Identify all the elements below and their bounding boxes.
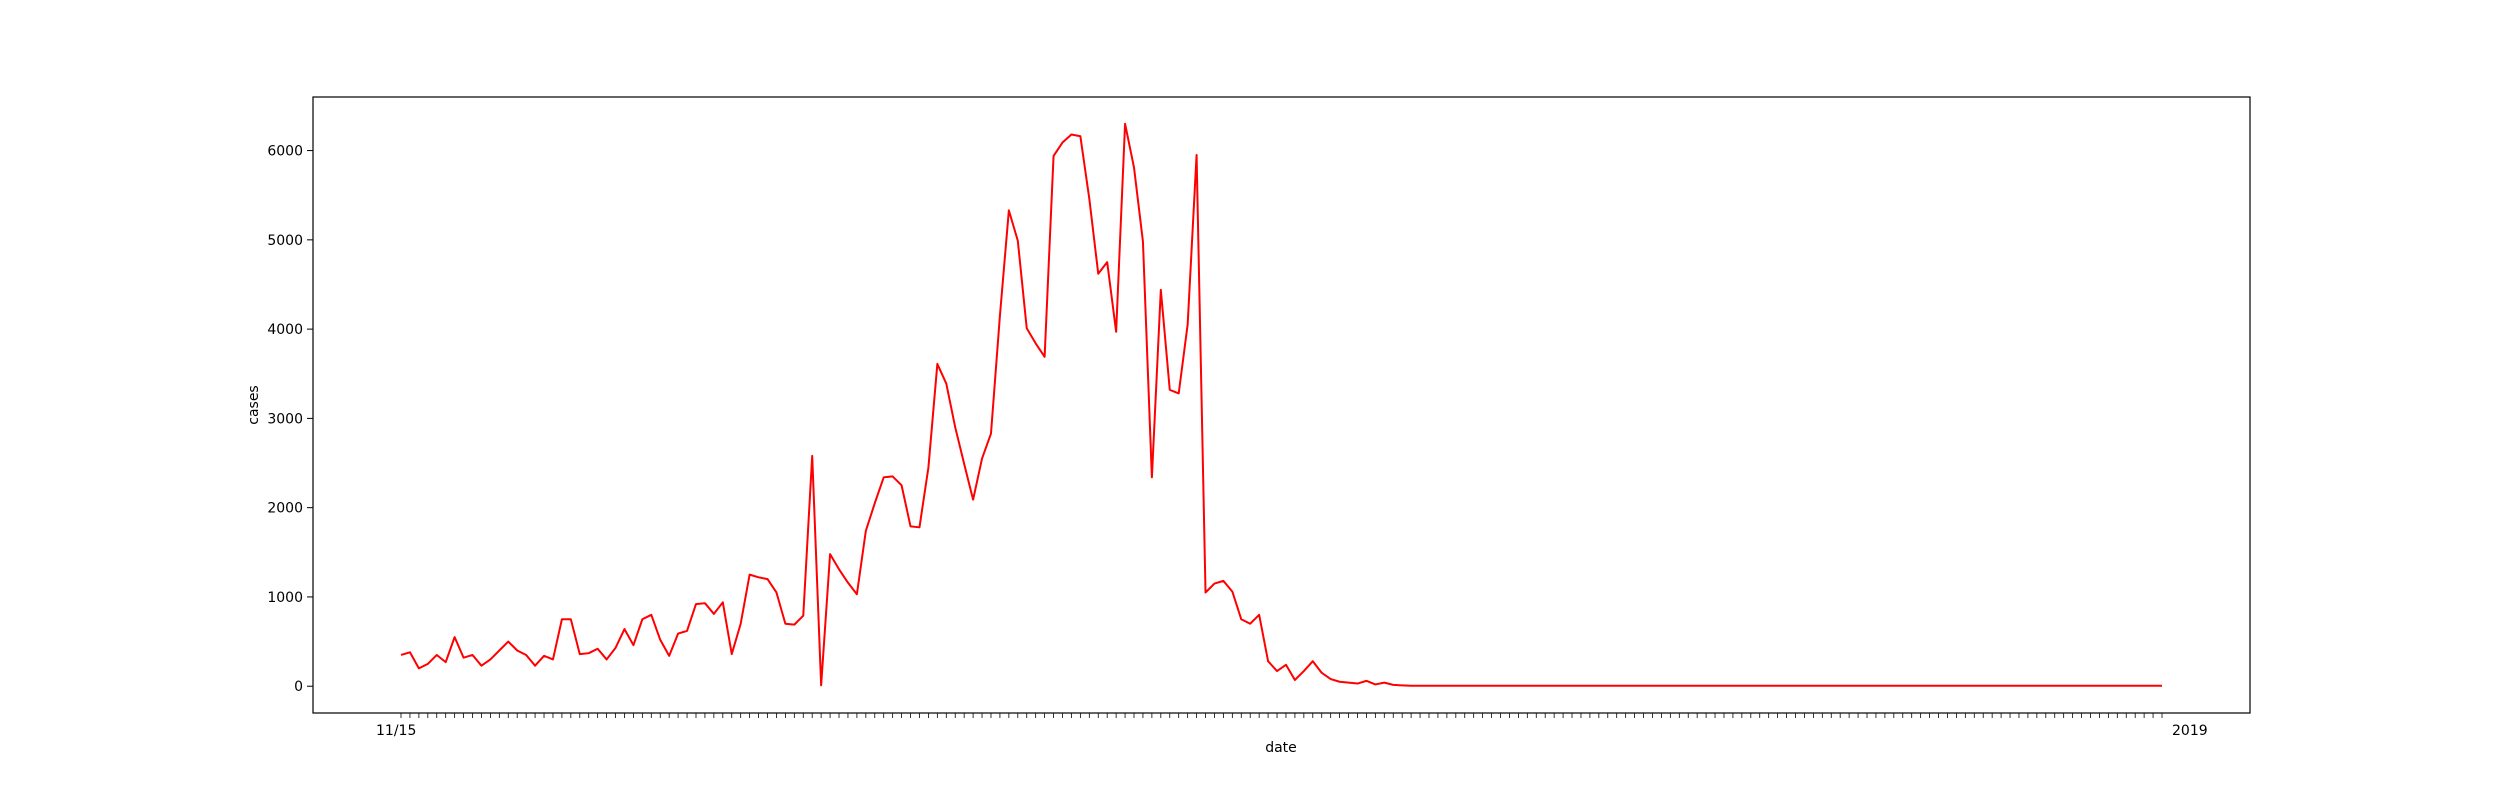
y-tick-label-2: 2000 xyxy=(267,501,303,517)
plot-background xyxy=(313,97,2250,713)
y-tick-label-0: 0 xyxy=(294,679,303,695)
x-tick-label-first: 11/15 xyxy=(376,723,416,739)
y-tick-label-4: 4000 xyxy=(267,322,303,338)
plot-area xyxy=(313,97,2250,713)
x-tick-label-last: 2019 xyxy=(2172,723,2208,739)
y-tick-label-5: 5000 xyxy=(267,233,303,249)
y-axis-label: cases xyxy=(246,385,262,424)
x-axis-label: date xyxy=(1265,740,1297,756)
y-tick-label-6: 6000 xyxy=(267,144,303,160)
y-tick-label-1: 1000 xyxy=(267,590,303,606)
y-tick-label-3: 3000 xyxy=(267,411,303,427)
